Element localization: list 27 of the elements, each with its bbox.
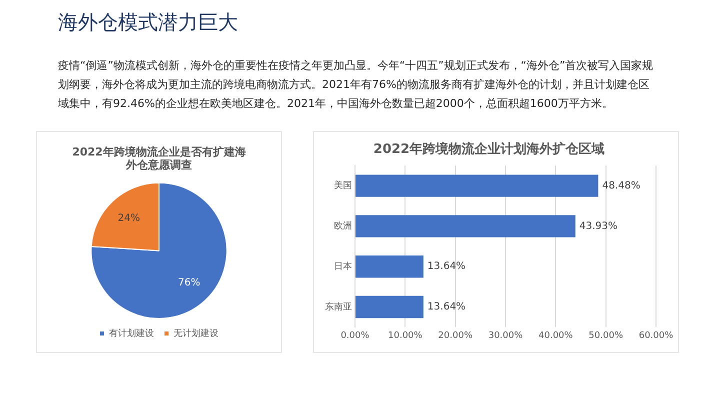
data-label: 48.48% — [602, 180, 640, 192]
y-tick-label: 美国 — [334, 180, 352, 192]
data-label: 76% — [178, 277, 200, 288]
y-tick-label: 欧洲 — [334, 220, 352, 232]
y-tick-label: 东南亚 — [325, 301, 352, 312]
bar — [356, 215, 576, 238]
bar — [356, 296, 424, 318]
x-tick-label: 20.00% — [438, 330, 473, 341]
x-tick-label: 50.00% — [588, 330, 624, 341]
legend-label: 无计划建设 — [174, 328, 218, 339]
bar — [356, 255, 424, 278]
data-label: 24% — [118, 213, 140, 224]
data-label: 43.93% — [579, 220, 618, 232]
chart-title: 2022年跨境物流企业计划海外扩仓区域 — [373, 141, 605, 158]
y-tick-label: 日本 — [334, 260, 352, 272]
data-label: 13.64% — [427, 302, 466, 313]
chart-title: 2022年跨境物流企业是否有扩建海外仓意愿调查 — [72, 145, 246, 172]
x-tick-label: 40.00% — [538, 330, 574, 341]
text: 海外仓模式潜力巨大 — [58, 9, 238, 36]
data-label: 13.64% — [427, 261, 466, 272]
x-tick-label: 10.00% — [388, 330, 423, 341]
x-tick-label: 0.00% — [340, 330, 370, 341]
x-tick-label: 30.00% — [488, 330, 524, 341]
text: 疫情“倒逼”物流模式创新，海外仓的重要性在疫情之年更加凸显。今年“十四五”规划正式发布，“海外仓”首次被写入国家规划纲要，海外仓将成为更加主流的跨境电商物流方式。2021年有76%的物流服务商有扩建海外仓的计划，并且计划建仓区域集中，有92.46%的企业想在欧美地区建仓。2021年，中国海外仓数量已超2000个，总面积超1600万平方米。 — [58, 58, 654, 112]
legend-label: 有计划建设 — [109, 328, 154, 339]
bar — [356, 174, 598, 197]
x-tick-label: 60.00% — [638, 330, 674, 341]
